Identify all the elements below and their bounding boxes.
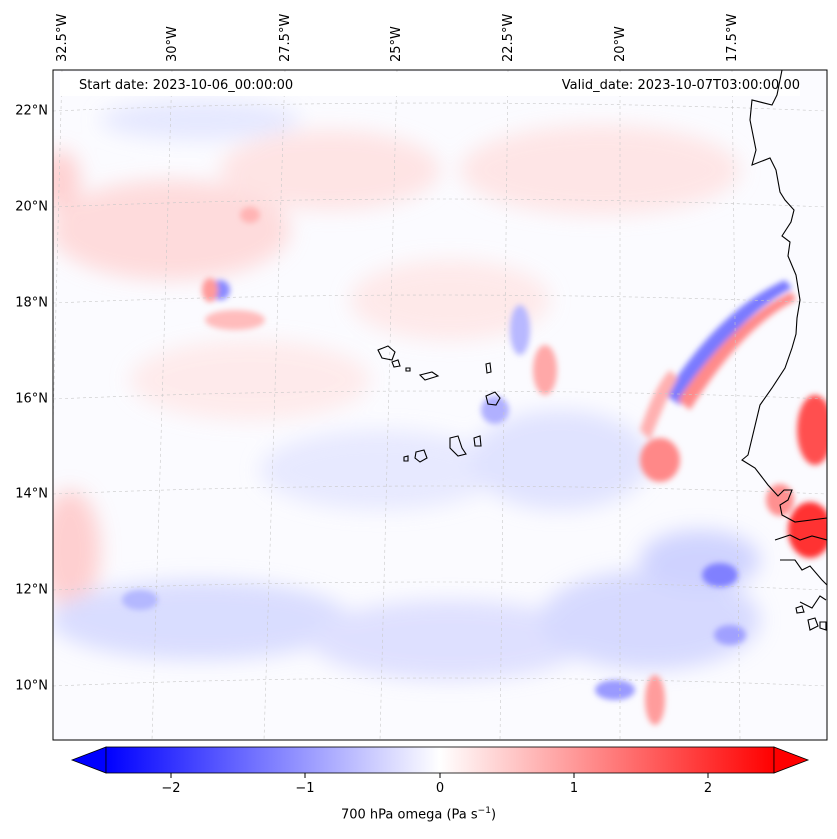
colorbar-tick: 1 [570, 781, 578, 796]
santo-antao [377, 345, 396, 361]
lat-label: 12°N [15, 583, 48, 598]
colorbar-tick: 2 [704, 781, 712, 796]
colorbar-tick: −2 [161, 781, 180, 796]
sao-vicente [391, 359, 401, 368]
lat-label: 10°N [15, 679, 48, 694]
colorbar: −2 −1 0 1 2 [70, 746, 810, 796]
omega-field [53, 100, 827, 725]
lat-label: 18°N [15, 296, 48, 311]
lon-label: 30°W [165, 26, 180, 62]
sal [485, 362, 492, 374]
colorbar-bar [105, 746, 775, 774]
west-africa-coast [741, 70, 827, 523]
colorbar-label-suffix: ) [490, 807, 497, 823]
map-frame [52, 69, 828, 741]
lat-labels: 22°N 20°N 18°N 16°N 14°N 12°N 10°N [15, 104, 48, 694]
colorbar-tick: −1 [295, 781, 314, 796]
fogo [414, 449, 428, 463]
lat-label: 14°N [15, 487, 48, 502]
start-date-label: Start date: 2023-10-06_00:00:00 [79, 78, 294, 93]
header-band [60, 72, 800, 96]
boa-vista [485, 391, 501, 406]
lon-label: 25°W [389, 26, 404, 62]
brava [403, 455, 409, 462]
guinea-bissau-coast [780, 559, 827, 586]
lat-label: 20°N [15, 200, 48, 215]
gambia-coast [774, 534, 827, 541]
lon-label: 22.5°W [501, 14, 516, 62]
maio [473, 435, 482, 447]
colorbar-right-extend [773, 746, 810, 774]
lon-label: 27.5°W [278, 14, 293, 62]
colorbar-tick: 0 [436, 781, 444, 796]
lon-label: 32.5°W [55, 14, 70, 62]
colorbar-label-exp: −1 [477, 806, 491, 816]
sao-nicolau [418, 371, 440, 381]
lat-label: 22°N [15, 104, 48, 119]
colorbar-label-text: 700 hPa omega (Pa s [340, 807, 478, 823]
lon-label: 20°W [613, 26, 628, 62]
santiago [449, 435, 467, 457]
valid-date-label: Valid_date: 2023-10-07T03:00:00.00 [561, 78, 800, 93]
lat-label: 16°N [15, 392, 48, 407]
colorbar-left-extend [70, 746, 107, 774]
coastlines [377, 70, 827, 631]
bissagos-island [807, 617, 819, 631]
lon-labels: 32.5°W 30°W 27.5°W 25°W 22.5°W 20°W 17.5… [55, 14, 740, 62]
colorbar-label: 700 hPa omega (Pa s−1) [0, 806, 837, 822]
graticule [53, 70, 827, 740]
lon-label: 17.5°W [725, 14, 740, 62]
